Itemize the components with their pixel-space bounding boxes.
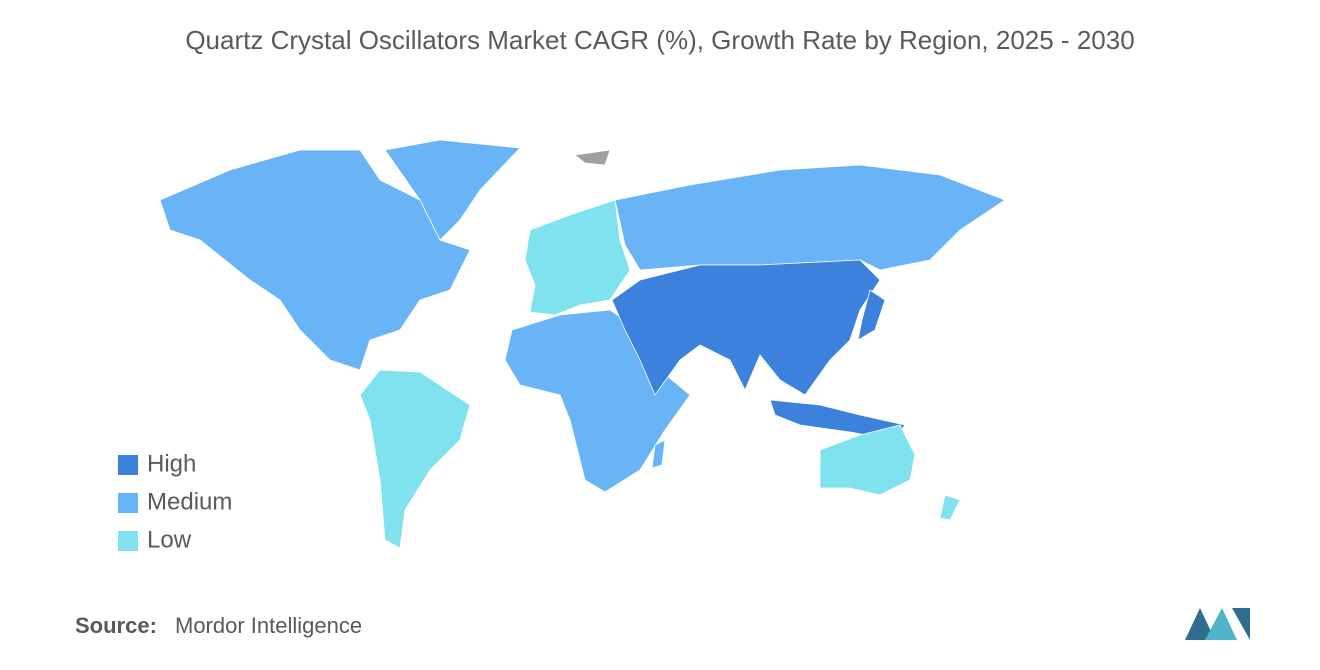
europe [524,199,631,316]
logo-shape [1232,608,1250,640]
russia [614,164,1006,271]
logo [1185,608,1250,640]
legend-swatch [118,531,138,551]
legend-swatch [118,493,138,513]
japan [857,289,886,341]
new-zealand [939,494,961,521]
asia [611,259,881,396]
australia [819,424,916,496]
legend: High Medium Low [118,450,232,553]
source-label: Source: [75,613,157,638]
greenland [384,139,521,241]
legend-label: Low [147,526,192,553]
north-america [159,149,471,371]
south-america [359,369,471,549]
source-text: Mordor Intelligence [175,613,362,638]
legend-label: Medium [147,488,232,515]
legend-label: High [147,450,196,477]
svalbard [574,149,611,166]
logo-shape [1205,608,1237,640]
madagascar [651,439,666,469]
logo-shape [1185,608,1215,640]
title: Quartz Crystal Oscillators Market CAGR (… [185,25,1134,55]
world-map [159,139,1006,549]
legend-swatch [118,455,138,475]
